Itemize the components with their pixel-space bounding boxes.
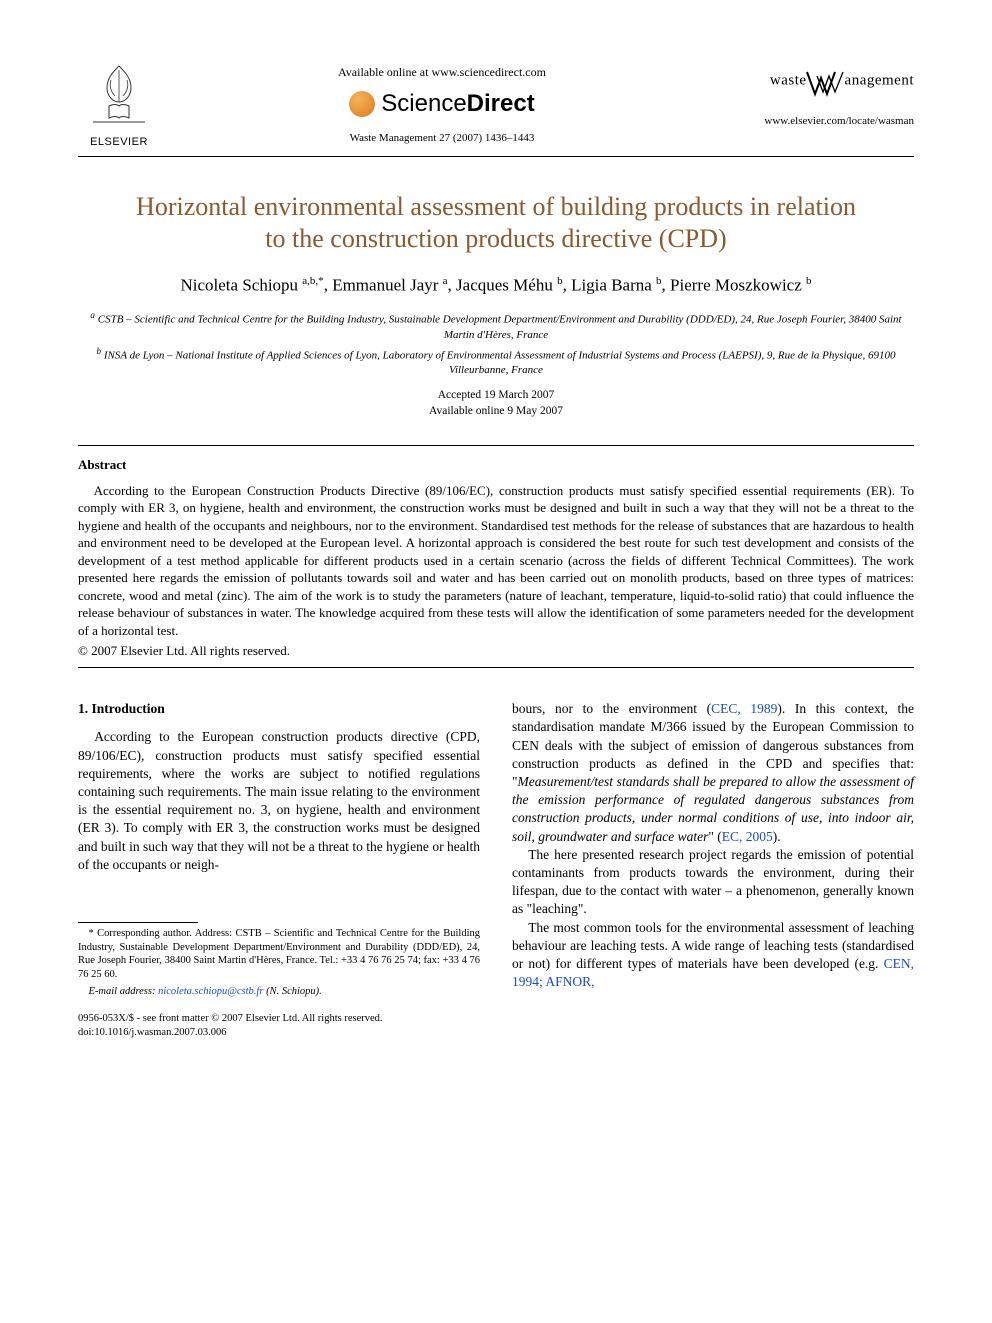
locate-url: www.elsevier.com/locate/wasman — [724, 114, 914, 129]
p2-c: " ( — [708, 829, 721, 844]
online-date: Available online 9 May 2007 — [429, 405, 563, 417]
journal-logo-block: waste anagement www.elsevier.com/locate/… — [724, 60, 914, 129]
left-column: 1. Introduction According to the Europea… — [78, 700, 480, 1039]
wm-w-icon — [805, 70, 847, 98]
abstract-top-rule — [78, 445, 914, 446]
article-dates: Accepted 19 March 2007 Available online … — [78, 388, 914, 419]
elsevier-logo: ELSEVIER — [78, 60, 160, 150]
header: ELSEVIER Available online at www.science… — [78, 60, 914, 150]
intro-para-3: The here presented research project rega… — [512, 846, 914, 919]
p2-a: bours, nor to the environment ( — [512, 701, 711, 716]
intro-para-2: bours, nor to the environment (CEC, 1989… — [512, 700, 914, 846]
sciencedirect-ball-icon — [349, 91, 375, 117]
accepted-date: Accepted 19 March 2007 — [438, 389, 555, 401]
sciencedirect-wordmark: ScienceDirect — [381, 88, 534, 120]
abstract-bottom-rule — [78, 667, 914, 668]
p2-d: ). — [773, 829, 781, 844]
article-title: Horizontal environmental assessment of b… — [78, 191, 914, 256]
title-line-1: Horizontal environmental assessment of b… — [136, 192, 856, 221]
sd-word-science: Science — [381, 90, 466, 117]
abstract-copyright: © 2007 Elsevier Ltd. All rights reserved… — [78, 642, 914, 660]
p4-a: The most common tools for the environmen… — [512, 920, 914, 971]
right-column: bours, nor to the environment (CEC, 1989… — [512, 700, 914, 1039]
wm-word-waste: waste — [770, 72, 807, 88]
intro-para-1: According to the European construction p… — [78, 728, 480, 874]
elsevier-label: ELSEVIER — [78, 135, 160, 150]
wm-word-management: anagement — [845, 72, 914, 88]
ref-cec-1989[interactable]: CEC, 1989 — [711, 701, 777, 716]
authors-line: Nicoleta Schiopu a,b,*, Emmanuel Jayr a,… — [78, 274, 914, 298]
affil-b-text: INSA de Lyon – National Institute of App… — [104, 349, 896, 376]
title-line-2: to the construction products directive (… — [265, 224, 726, 253]
front-matter-line: 0956-053X/$ - see front matter © 2007 El… — [78, 1012, 480, 1026]
author-email-link[interactable]: nicoleta.schiopu@cstb.fr — [158, 986, 263, 997]
center-header: Available online at www.sciencedirect.co… — [160, 60, 724, 145]
footnote-corr-text: * Corresponding author. Address: CSTB – … — [78, 928, 480, 980]
footnote-rule — [78, 922, 198, 923]
email-label: E-mail address: — [89, 986, 156, 997]
affiliation-a: a CSTB – Scientific and Technical Centre… — [78, 309, 914, 342]
doi-line: doi:10.1016/j.wasman.2007.03.006 — [78, 1026, 480, 1040]
body-columns: 1. Introduction According to the Europea… — [78, 700, 914, 1039]
elsevier-tree-icon — [89, 60, 149, 126]
header-rule — [78, 156, 914, 157]
affil-a-text: CSTB – Scientific and Technical Centre f… — [98, 314, 902, 341]
sd-word-direct: Direct — [467, 90, 535, 117]
section-1-heading: 1. Introduction — [78, 700, 480, 718]
corresponding-author-footnote: * Corresponding author. Address: CSTB – … — [78, 927, 480, 998]
waste-management-logo: waste anagement — [770, 70, 914, 92]
abstract-body: According to the European Construction P… — [78, 482, 914, 640]
abstract-heading: Abstract — [78, 456, 914, 474]
email-tail: (N. Schiopu). — [263, 986, 321, 997]
sciencedirect-logo: ScienceDirect — [160, 88, 724, 120]
citation-line: Waste Management 27 (2007) 1436–1443 — [160, 131, 724, 146]
doi-block: 0956-053X/$ - see front matter © 2007 El… — [78, 1012, 480, 1039]
available-online-text: Available online at www.sciencedirect.co… — [160, 64, 724, 80]
ref-ec-2005[interactable]: EC, 2005 — [722, 829, 773, 844]
affiliation-b: b INSA de Lyon – National Institute of A… — [78, 345, 914, 378]
intro-para-4: The most common tools for the environmen… — [512, 919, 914, 992]
page-root: ELSEVIER Available online at www.science… — [0, 0, 992, 1080]
